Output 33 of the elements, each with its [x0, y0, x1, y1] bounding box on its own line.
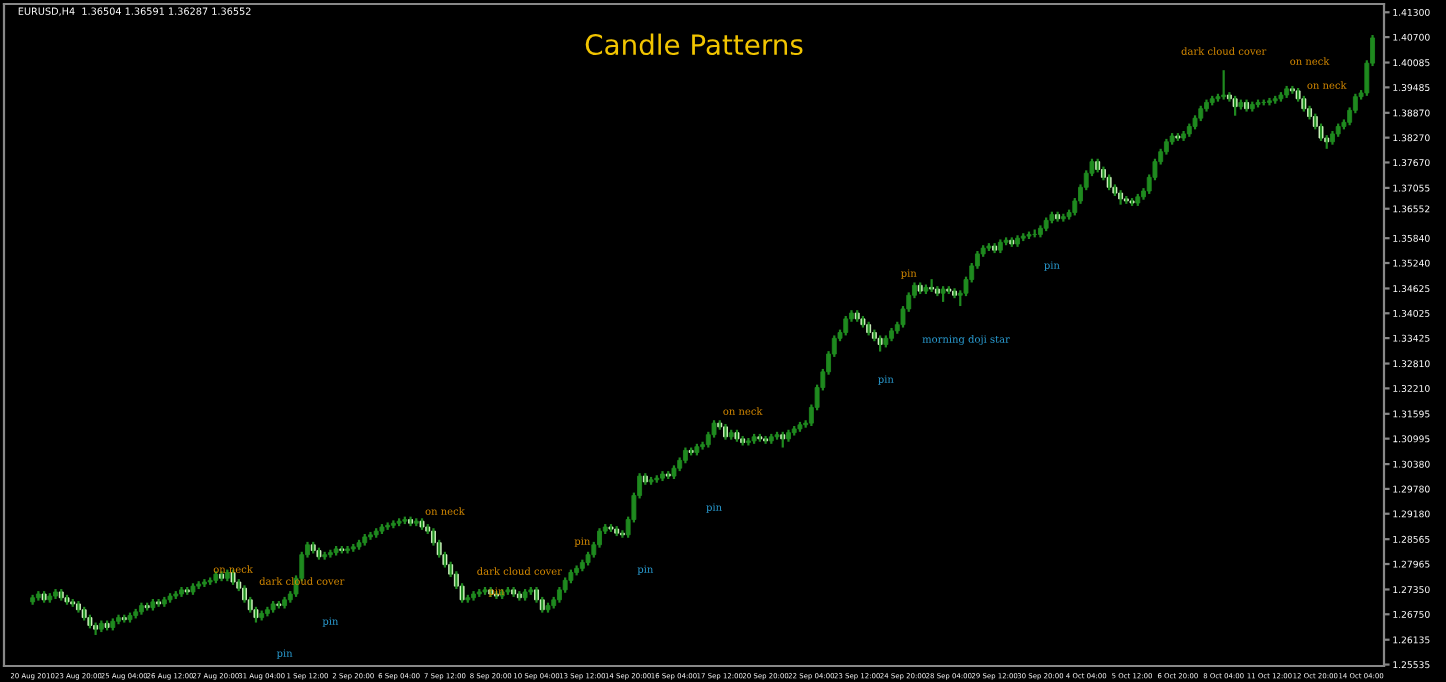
candlestick	[41, 590, 47, 604]
candlestick	[419, 517, 425, 531]
candlestick	[940, 285, 946, 304]
candlestick	[986, 242, 992, 253]
candlestick	[1175, 131, 1181, 143]
candlestick	[379, 522, 385, 536]
candlestick	[522, 587, 528, 602]
candlestick	[1278, 91, 1284, 103]
candlestick	[196, 580, 202, 591]
candlestick	[608, 522, 614, 534]
text: Candle Patterns	[585, 33, 803, 56]
candlestick	[774, 430, 780, 441]
candlestick	[1129, 196, 1135, 208]
candlestick	[64, 593, 70, 606]
candlestick	[150, 597, 156, 612]
candlestick	[505, 585, 511, 596]
candlestick	[482, 585, 488, 596]
candlestick	[350, 542, 356, 553]
candlestick	[860, 314, 866, 329]
candlestick	[528, 585, 534, 596]
candlestick	[207, 576, 213, 587]
candlestick	[476, 587, 482, 599]
candlestick	[190, 582, 196, 596]
candlestick	[1003, 236, 1009, 247]
candlestick	[396, 517, 402, 528]
candlestick	[648, 475, 654, 486]
candlestick	[173, 590, 179, 601]
candlestick	[751, 432, 757, 445]
candlestick	[797, 420, 803, 433]
candlestick	[1020, 232, 1026, 243]
candlestick	[333, 544, 339, 557]
candlestick	[167, 592, 173, 604]
candlestick	[270, 599, 276, 614]
